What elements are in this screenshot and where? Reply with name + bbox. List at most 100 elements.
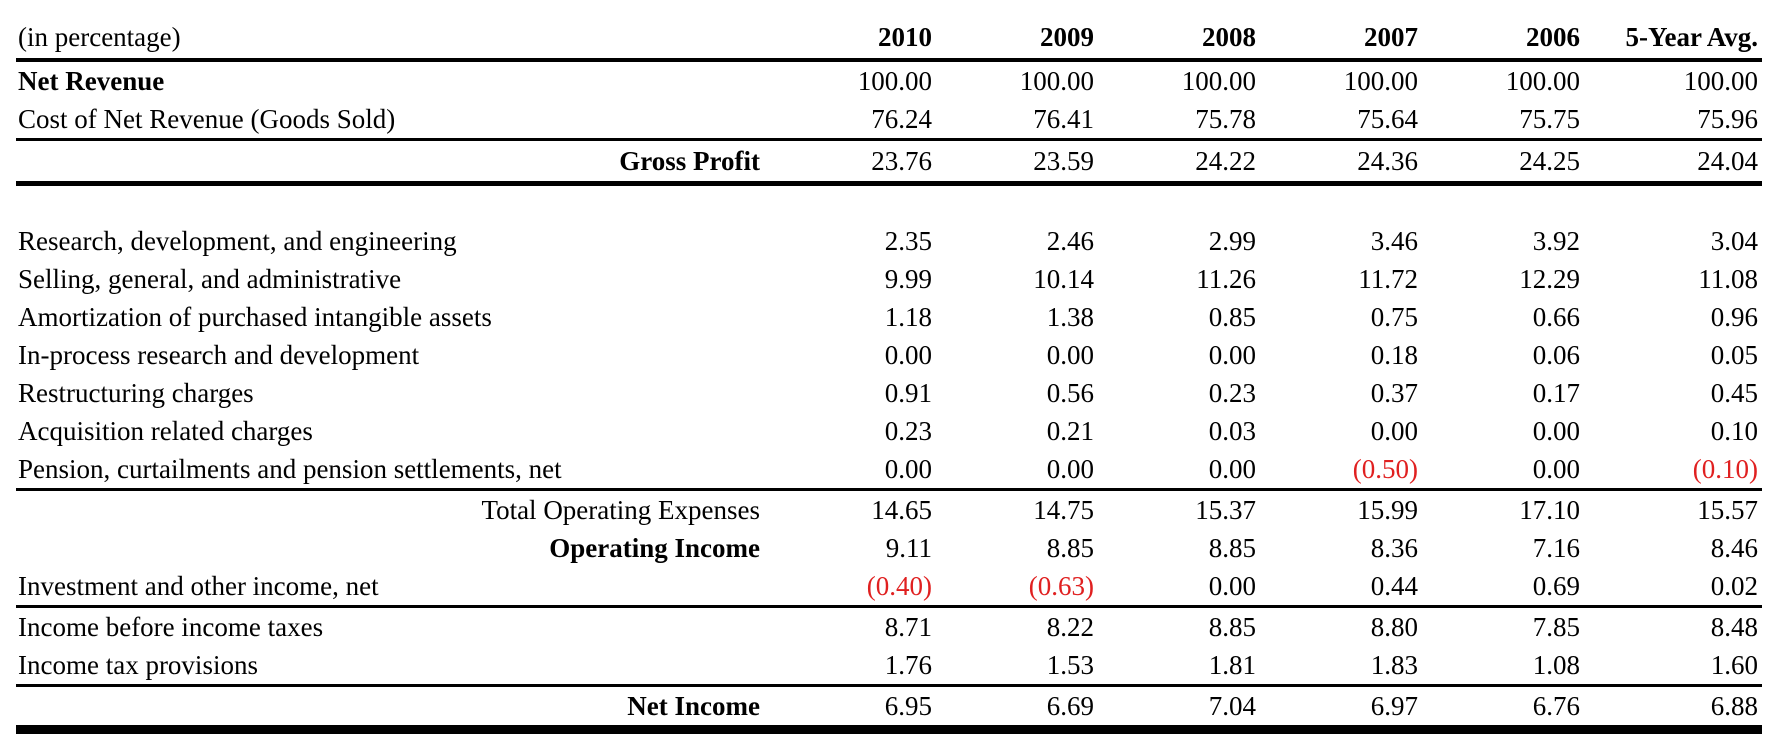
financial-table: (in percentage) 2010 2009 2008 2007 2006…	[16, 16, 1762, 734]
cell-value: 0.00	[1046, 339, 1094, 370]
cell-value: 11.26	[1196, 263, 1256, 294]
cell-value: 0.00	[1422, 450, 1584, 491]
cell-value: 8.22	[1046, 611, 1094, 642]
cell-value: 0.23	[884, 415, 932, 446]
cell-value: 0.00	[884, 339, 932, 370]
cell-value: 0.56	[1046, 377, 1094, 408]
cell-value: 3.04	[1710, 225, 1758, 256]
cell-value: 0.03	[1208, 415, 1256, 446]
cell-value: 8.48	[1710, 611, 1758, 642]
cell-value: 1.81	[1098, 646, 1260, 687]
row-label: In-process research and development	[18, 339, 420, 370]
cell-value: 24.22	[1098, 139, 1260, 186]
row-label: Gross Profit	[16, 139, 774, 186]
cell-value: 2.35	[884, 225, 932, 256]
cell-value: 0.66	[1532, 301, 1580, 332]
column-header-2010: 2010	[774, 16, 936, 62]
cell-value: 1.08	[1422, 646, 1584, 687]
cell-value: 3.92	[1532, 225, 1580, 256]
cell-value: 75.64	[1260, 100, 1422, 141]
cell-value: (0.63)	[936, 567, 1098, 608]
table-row: Selling, general, and administrative 9.9…	[16, 260, 1762, 298]
cell-value: 100.00	[1505, 65, 1580, 96]
cell-value: 0.75	[1370, 301, 1418, 332]
cell-value: 14.75	[1033, 494, 1094, 525]
unit-label: (in percentage)	[16, 16, 774, 62]
cell-value: 24.04	[1584, 139, 1762, 186]
table-row: Research, development, and engineering 2…	[16, 222, 1762, 260]
cell-value: 8.85	[1046, 532, 1094, 563]
table-row: In-process research and development 0.00…	[16, 336, 1762, 374]
cell-value: 6.95	[774, 685, 936, 734]
row-label: Pension, curtailments and pension settle…	[16, 450, 774, 491]
row-label: Amortization of purchased intangible ass…	[18, 301, 492, 332]
table-row: Cost of Net Revenue (Goods Sold) 76.24 7…	[16, 100, 1762, 141]
row-label: Investment and other income, net	[16, 567, 774, 608]
cell-value: 75.96	[1584, 100, 1762, 141]
cell-value: 100.00	[1343, 65, 1418, 96]
cell-value: 6.97	[1260, 685, 1422, 734]
table-row: Net Revenue 100.00 100.00 100.00 100.00 …	[16, 60, 1762, 100]
cell-value: (0.50)	[1260, 450, 1422, 491]
cell-value: 9.11	[885, 532, 932, 563]
cell-value: (0.40)	[774, 567, 936, 608]
table-row: Pension, curtailments and pension settle…	[16, 450, 1762, 491]
cell-value: 8.71	[884, 611, 932, 642]
cell-value: 3.46	[1370, 225, 1418, 256]
cell-value: 24.36	[1260, 139, 1422, 186]
cell-value: 0.00	[936, 450, 1098, 491]
column-header-2006: 2006	[1422, 16, 1584, 62]
cell-value: 0.21	[1046, 415, 1094, 446]
cell-value: (0.10)	[1584, 450, 1762, 491]
cell-value: 100.00	[1019, 65, 1094, 96]
cell-value: 0.91	[884, 377, 932, 408]
cell-value: 7.85	[1532, 611, 1580, 642]
table-row-operating-income: Operating Income 9.11 8.85 8.85 8.36 7.1…	[16, 529, 1762, 567]
cell-value: 8.46	[1710, 532, 1758, 563]
cell-value: 75.75	[1422, 100, 1584, 141]
cell-value: 14.65	[871, 494, 932, 525]
row-label: Acquisition related charges	[18, 415, 313, 446]
cell-value: 23.76	[774, 139, 936, 186]
table-row: Investment and other income, net (0.40) …	[16, 567, 1762, 608]
cell-value: 2.46	[1046, 225, 1094, 256]
cell-value: 0.00	[1098, 567, 1260, 608]
cell-value: 76.41	[936, 100, 1098, 141]
row-label: Selling, general, and administrative	[18, 263, 402, 294]
column-header-2009: 2009	[936, 16, 1098, 62]
cell-value: 7.16	[1532, 532, 1580, 563]
table-row-gross-profit: Gross Profit 23.76 23.59 24.22 24.36 24.…	[16, 139, 1762, 186]
table-row: Income tax provisions 1.76 1.53 1.81 1.8…	[16, 646, 1762, 687]
table-row: Income before income taxes 8.71 8.22 8.8…	[16, 607, 1762, 647]
cell-value: 76.24	[774, 100, 936, 141]
cell-value: 9.99	[884, 263, 932, 294]
cell-value: 2.99	[1208, 225, 1256, 256]
cell-value: 8.36	[1370, 532, 1418, 563]
cell-value: 1.83	[1260, 646, 1422, 687]
cell-value: 8.85	[1208, 611, 1256, 642]
row-label: Income before income taxes	[18, 611, 324, 642]
cell-value: 6.88	[1584, 685, 1762, 734]
cell-value: 0.10	[1710, 415, 1758, 446]
cell-value: 100.00	[857, 65, 932, 96]
table-row: Restructuring charges 0.91 0.56 0.23 0.3…	[16, 374, 1762, 412]
cell-value: 100.00	[1181, 65, 1256, 96]
cell-value: 1.60	[1584, 646, 1762, 687]
cell-value: 0.85	[1208, 301, 1256, 332]
cell-value: 17.10	[1519, 494, 1580, 525]
cell-value: 24.25	[1422, 139, 1584, 186]
cell-value: 0.05	[1710, 339, 1758, 370]
cell-value: 15.37	[1195, 494, 1256, 525]
spacer-cell	[16, 184, 1762, 223]
cell-value: 23.59	[936, 139, 1098, 186]
cell-value: 0.00	[774, 450, 936, 491]
cell-value: 0.37	[1370, 377, 1418, 408]
header-row: (in percentage) 2010 2009 2008 2007 2006…	[16, 16, 1762, 62]
row-label: Operating Income	[549, 532, 760, 563]
cell-value: 0.96	[1710, 301, 1758, 332]
cell-value: 0.00	[1370, 415, 1418, 446]
cell-value: 15.99	[1357, 494, 1418, 525]
cell-value: 0.00	[1208, 339, 1256, 370]
cell-value: 1.18	[884, 301, 932, 332]
cell-value: 10.14	[1033, 263, 1094, 294]
